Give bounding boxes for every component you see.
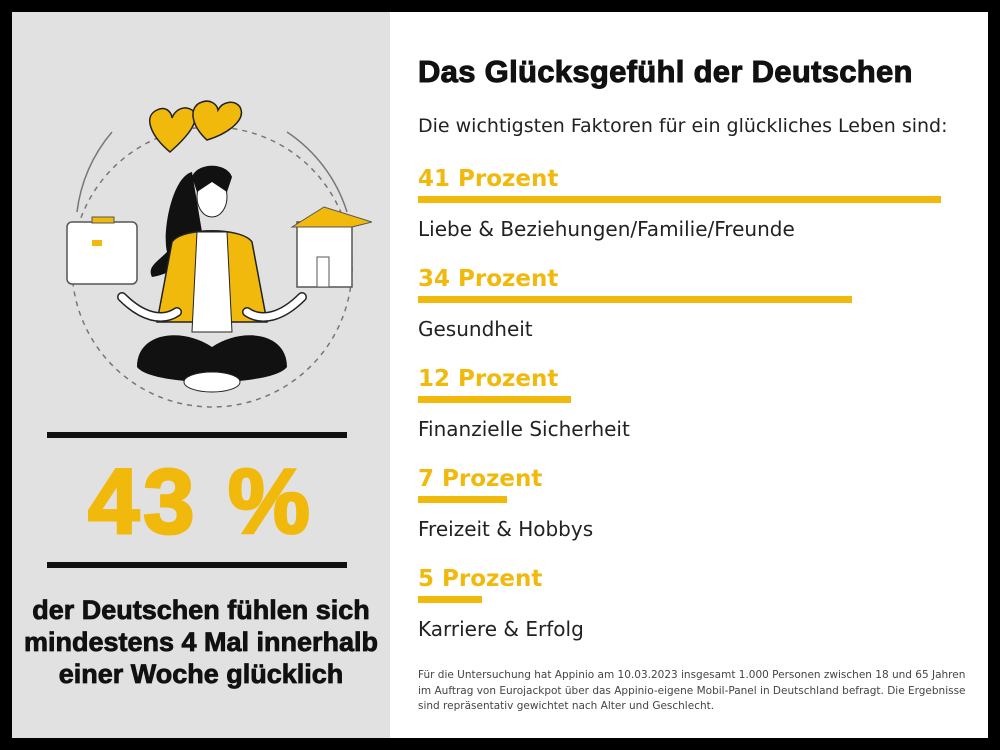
divider xyxy=(47,562,347,568)
bar-category-label: Finanzielle Sicherheit xyxy=(418,417,630,441)
page-title: Das Glücksgefühl der Deutschen xyxy=(418,54,914,90)
house-icon xyxy=(290,206,372,288)
bar-value-label: 5 Prozent xyxy=(418,566,543,592)
bar-item: 5 Prozent Karriere & Erfolg xyxy=(418,564,978,641)
subtitle: Die wichtigsten Faktoren für ein glückli… xyxy=(418,115,948,137)
bar-item: 12 Prozent Finanzielle Sicherheit xyxy=(418,364,978,441)
briefcase-icon xyxy=(66,221,138,285)
bar xyxy=(418,296,852,303)
divider xyxy=(47,432,347,438)
footnote: Für die Untersuchung hat Appinio am 10.0… xyxy=(418,669,966,712)
bar-value-label: 41 Prozent xyxy=(418,166,559,192)
bar-category-label: Liebe & Beziehungen/Familie/Freunde xyxy=(418,217,795,241)
heart-icon xyxy=(149,107,196,153)
bar xyxy=(418,396,572,403)
bar-value-label: 12 Prozent xyxy=(418,366,559,392)
broken-heart-icon xyxy=(192,100,243,141)
bar-category-label: Gesundheit xyxy=(418,317,533,341)
right-panel: Das Glücksgefühl der Deutschen Die wicht… xyxy=(390,12,988,738)
bar-category-label: Freizeit & Hobbys xyxy=(418,517,594,541)
left-panel: 43 % der Deutschen fühlen sich mindesten… xyxy=(12,12,390,738)
headline-percentage: 43 % xyxy=(87,451,314,554)
bar-value-label: 7 Prozent xyxy=(418,466,543,492)
bar-value-label: 34 Prozent xyxy=(418,266,559,292)
bar-category-label: Karriere & Erfolg xyxy=(418,617,584,641)
bar-item: 41 Prozent Liebe & Beziehungen/Familie/F… xyxy=(418,164,978,241)
bar xyxy=(418,596,482,603)
bar xyxy=(418,496,508,503)
headline-text: der Deutschen fühlen sich mindestens 4 M… xyxy=(23,595,379,690)
bar-item: 7 Prozent Freizeit & Hobbys xyxy=(418,464,978,541)
bar-item: 34 Prozent Gesundheit xyxy=(418,264,978,341)
bar xyxy=(418,196,941,203)
meditation-illustration-icon xyxy=(66,100,372,408)
